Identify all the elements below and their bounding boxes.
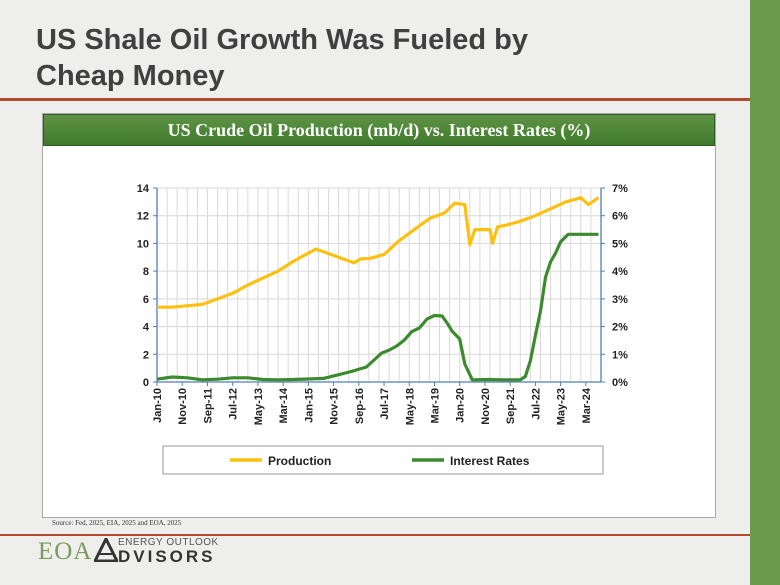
y-left-tick-label: 2 <box>143 349 149 361</box>
x-tick-label: Jan-15 <box>303 388 315 423</box>
x-tick-label: May-18 <box>404 388 416 425</box>
x-tick-label: Nov-15 <box>329 388 341 425</box>
logo-triangle-icon <box>94 538 118 562</box>
chart-title: US Crude Oil Production (mb/d) vs. Inter… <box>43 114 715 146</box>
x-tick-label: Mar-24 <box>581 387 593 423</box>
logo-line1: ENERGY OUTLOOK <box>118 537 219 548</box>
chart-series <box>156 196 600 382</box>
y-right-tick-label: 7% <box>612 183 628 195</box>
y-right-tick-label: 4% <box>612 266 628 278</box>
x-tick-label: Nov-10 <box>177 388 189 425</box>
y-left-tick-label: 6 <box>143 294 149 306</box>
y-right-tick-label: 2% <box>612 322 628 334</box>
series-line-production <box>157 196 600 309</box>
title-divider <box>0 98 750 101</box>
x-tick-label: Jan-20 <box>455 388 467 423</box>
x-tick-label: Jul-22 <box>530 388 542 420</box>
y-right-tick-label: 5% <box>612 238 628 250</box>
x-tick-label: Jul-12 <box>228 388 240 420</box>
chart-axes <box>153 187 605 386</box>
x-tick-label: Sep-11 <box>202 388 214 423</box>
accent-side-bar <box>750 0 780 585</box>
y-right-tick-label: 3% <box>612 294 628 306</box>
legend-box <box>162 445 604 475</box>
y-right-tick-label: 1% <box>612 349 628 361</box>
x-tick-label: Jan-10 <box>152 388 164 423</box>
y-left-tick-label: 4 <box>143 322 150 334</box>
chart-tick-labels: 0 2 4 6 8 10 12 14 0% 1% 2% 3% 4% 5% 6% 7% Jan-10 Nov-10 S… <box>137 183 628 425</box>
x-tick-label: Sep-16 <box>354 388 366 424</box>
x-tick-label: Jul-17 <box>379 388 391 420</box>
y-left-tick-label: 0 <box>143 377 149 389</box>
series-line-interest-rates <box>156 232 599 382</box>
x-tick-label: May-23 <box>556 388 568 425</box>
source-note: Source: Fed, 2025, EIA, 2025 and EOA, 20… <box>52 519 182 527</box>
y-left-tick-label: 14 <box>137 183 150 195</box>
x-tick-label: Sep-21 <box>505 388 517 424</box>
y-left-tick-label: 12 <box>137 211 149 223</box>
x-tick-label: May-13 <box>253 388 265 425</box>
legend-label: Interest Rates <box>450 454 530 468</box>
y-right-tick-label: 0% <box>612 377 628 389</box>
y-right-tick-label: 6% <box>612 211 628 223</box>
logo-line2: DVISORS <box>118 547 216 566</box>
y-left-tick-label: 8 <box>143 266 149 278</box>
legend-label: Production <box>268 454 331 468</box>
logo-eoa-mark: EOA <box>38 538 93 565</box>
slide-title: US Shale Oil Growth Was Fueled by Cheap … <box>36 24 529 92</box>
x-tick-label: Nov-20 <box>480 388 492 425</box>
x-tick-label: Mar-19 <box>430 388 442 423</box>
chart-legend: Production Interest Rates <box>162 445 604 475</box>
footer-divider <box>0 534 750 536</box>
y-left-tick-label: 10 <box>137 238 149 250</box>
x-tick-label: Mar-14 <box>278 387 290 423</box>
